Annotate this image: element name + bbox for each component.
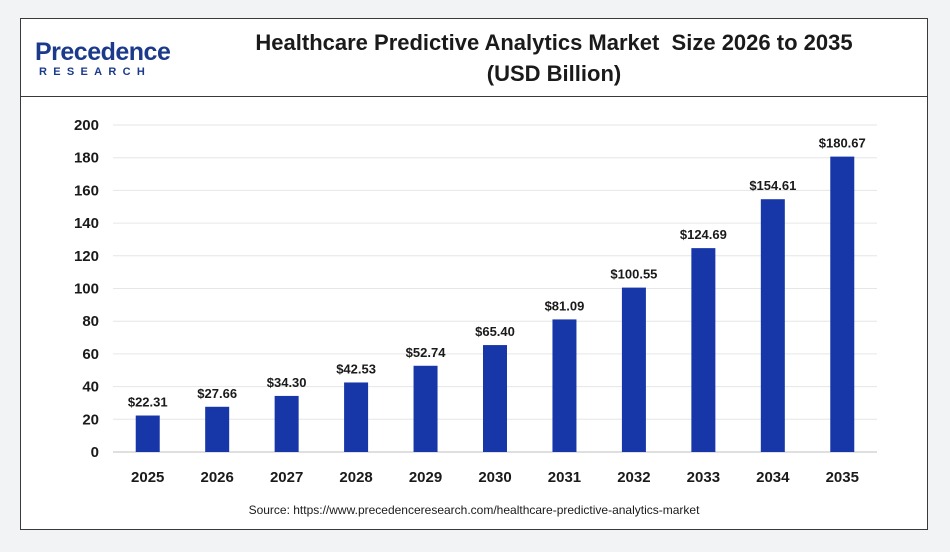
- plot-area: 0 20 40 60 80 100 120 140 160 180 200 $22.31 2025 $27…: [21, 97, 927, 497]
- data-label: $81.09: [545, 298, 585, 313]
- y-tick-label: 60: [82, 346, 99, 363]
- y-tick-label: 180: [74, 150, 99, 167]
- x-tick-label: 2028: [339, 469, 372, 486]
- y-tick-label: 140: [74, 215, 99, 232]
- bar: [830, 156, 855, 452]
- y-tick-label: 160: [74, 182, 99, 199]
- data-label: $100.55: [610, 267, 657, 282]
- y-tick-label: 0: [91, 444, 99, 461]
- data-label: $34.30: [267, 375, 307, 390]
- brand-logo: Precedence RESEARCH: [35, 38, 185, 82]
- y-tick-label: 200: [74, 117, 99, 134]
- logo-tagline: RESEARCH: [39, 66, 152, 78]
- data-label: $52.74: [406, 345, 447, 360]
- x-tick-label: 2034: [756, 469, 790, 486]
- y-tick-label: 40: [82, 379, 99, 396]
- source-note: Source: https://www.precedenceresearch.c…: [248, 503, 700, 517]
- x-tick-label: 2029: [409, 469, 442, 486]
- bar: [205, 406, 230, 452]
- logo-wordmark: Precedence: [35, 38, 171, 66]
- y-tick-label: 80: [82, 313, 99, 330]
- chart-title: Healthcare Predictive Analytics Market S…: [201, 27, 907, 89]
- data-label: $27.66: [197, 386, 237, 401]
- y-tick-label: 120: [74, 248, 99, 265]
- bar: [274, 395, 299, 452]
- chart-header: Precedence RESEARCH Healthcare Predictiv…: [21, 19, 927, 97]
- y-tick-label: 100: [74, 281, 99, 298]
- data-label: $42.53: [336, 361, 376, 376]
- data-label: $180.67: [819, 136, 866, 151]
- data-label: $65.40: [475, 324, 515, 339]
- x-tick-label: 2032: [617, 469, 650, 486]
- data-label: $154.61: [749, 178, 796, 193]
- bar: [344, 382, 369, 452]
- data-label: $124.69: [680, 227, 727, 242]
- y-tick-label: 20: [82, 411, 99, 428]
- bar: [691, 248, 716, 452]
- bar: [760, 199, 785, 452]
- bar: [483, 345, 507, 452]
- x-tick-label: 2025: [131, 469, 164, 486]
- bar: [135, 415, 160, 452]
- chart-title-line1: Healthcare Predictive Analytics Market S…: [255, 30, 853, 55]
- x-tick-label: 2035: [826, 469, 859, 486]
- x-tick-label: 2027: [270, 469, 303, 486]
- x-tick-label: 2026: [200, 469, 233, 486]
- data-label: $22.31: [128, 395, 168, 410]
- bar: [621, 287, 646, 452]
- x-tick-label: 2030: [478, 469, 511, 486]
- chart-card: Precedence RESEARCH Healthcare Predictiv…: [20, 18, 928, 530]
- chart-title-line2: (USD Billion): [486, 61, 622, 86]
- bar: [413, 365, 438, 452]
- x-tick-label: 2031: [548, 469, 581, 486]
- bar-chart: 0 20 40 60 80 100 120 140 160 180 200 $22.31 2025 $27…: [74, 117, 877, 486]
- x-tick-label: 2033: [687, 469, 720, 486]
- bar: [552, 319, 577, 452]
